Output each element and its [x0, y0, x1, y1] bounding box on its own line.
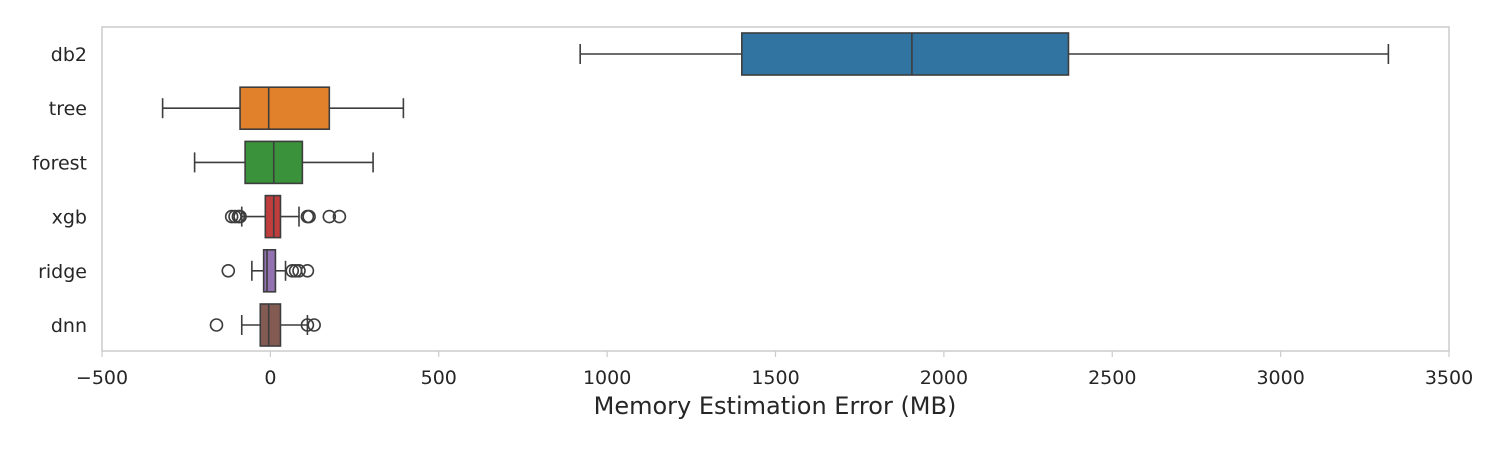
box-group-dnn	[209, 303, 321, 347]
x-tick-label: 0	[264, 367, 276, 389]
y-tick-label: db2	[51, 44, 87, 66]
x-tick-label: −500	[76, 367, 128, 389]
x-tick-label: 2000	[920, 367, 968, 389]
outlier-point	[300, 318, 315, 332]
box-group-tree	[161, 86, 405, 130]
outlier-point	[332, 209, 347, 224]
y-tick-label: dnn	[51, 315, 87, 337]
outlier-point	[307, 318, 321, 332]
iqr-box	[239, 86, 331, 130]
x-tick-label: 3000	[1256, 367, 1304, 389]
y-tick-label: ridge	[38, 261, 87, 283]
outlier-point	[322, 209, 337, 224]
box-group-xgb	[224, 194, 347, 239]
outlier-point	[302, 209, 316, 224]
box-group-ridge	[221, 249, 315, 293]
outlier-point	[300, 263, 315, 278]
x-tick-labels: −500 0 500 1000 1500 2000 2500 3000 3500	[76, 351, 1473, 389]
outlier-point	[221, 263, 236, 278]
outlier-point	[228, 209, 242, 224]
y-tick-label: forest	[32, 152, 87, 174]
iqr-box	[262, 249, 277, 293]
iqr-box	[259, 303, 282, 347]
box-group-db2	[579, 32, 1390, 76]
x-axis-title: Memory Estimation Error (MB)	[594, 392, 957, 420]
box-group-forest	[193, 140, 374, 185]
x-tick-label: 1500	[751, 367, 799, 389]
outlier-point	[292, 263, 306, 278]
outlier-point	[209, 318, 224, 332]
iqr-box	[741, 32, 1070, 76]
outlier-point	[224, 209, 239, 224]
plot-frame	[101, 26, 1450, 352]
x-tick-label: 500	[421, 367, 457, 389]
x-tick-label: 2500	[1088, 367, 1136, 389]
boxes-layer	[161, 32, 1390, 347]
x-tick-label: 1000	[583, 367, 631, 389]
y-tick-labels: db2 tree forest xgb ridge dnn	[32, 44, 87, 337]
iqr-box	[264, 194, 282, 239]
outlier-point	[285, 263, 300, 278]
outlier-point	[233, 209, 247, 224]
y-tick-label: xgb	[52, 207, 87, 229]
y-tick-label: tree	[49, 98, 87, 120]
x-tick-label: 3500	[1425, 367, 1473, 389]
